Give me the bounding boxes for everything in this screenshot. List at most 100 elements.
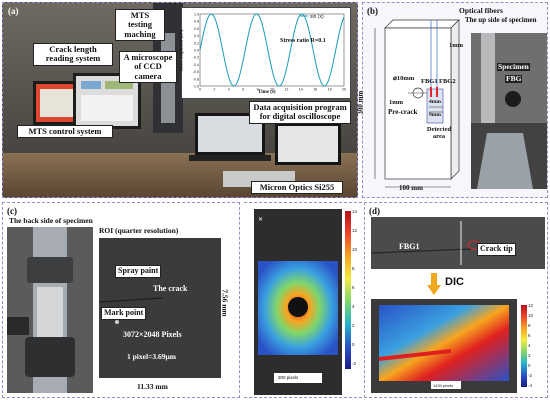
colorbar-tick-label: 4	[352, 304, 355, 309]
y-tick-label: -0.6	[193, 70, 199, 74]
y-tick-label: -0.2	[193, 56, 199, 60]
x-tick-label: 6	[242, 88, 244, 92]
back-side-label: The back side of specimen	[9, 216, 93, 225]
colorbar-tick-label: 14	[352, 209, 358, 214]
detected-area-label: Detected area	[426, 126, 452, 140]
x-tick-label: 8	[257, 88, 259, 92]
x-tick-label: 20	[342, 88, 346, 92]
one-mm-left-label: 1mm	[389, 99, 404, 106]
y-tick-label: 0.8	[194, 20, 199, 24]
colorbar-tick-label: 2	[352, 323, 355, 328]
crack-length-label: Crack length reading system	[33, 43, 113, 66]
pixels-label: 3072×2048 Pixels	[123, 330, 182, 339]
microscope-label: A microscope of CCD camera	[119, 51, 177, 84]
y-tick-label: 1.0	[194, 13, 199, 17]
dic-arrow-icon	[427, 273, 441, 295]
roi-width-label: 11.33 mm	[137, 382, 168, 391]
panel-c: (c) The back side of specimen ROI (quart…	[2, 202, 240, 398]
colorbar-tick-label: 4	[528, 343, 531, 348]
dic-left-colorbar	[345, 211, 351, 369]
sine-chart: 1.0 0.8 0.6 0.4 0.2 0.0 -0.2 -0.4 -0.6 -0.8 -1.00 2…	[193, 13, 346, 92]
roi-height-label: 7.56 mm	[220, 289, 230, 317]
colorbar-tick-label: 12	[352, 228, 358, 233]
diameter-label: ⌀10mm	[393, 75, 415, 82]
y-tick-label: -1.0	[193, 85, 199, 89]
sine-legend: sin (x)	[310, 14, 324, 20]
optical-fibers-label: Optical fibers	[459, 6, 503, 15]
panel-a-label: (a)	[8, 6, 19, 16]
spray-paint-label: Spray paint	[115, 265, 162, 278]
specimen-schematic	[374, 19, 547, 189]
colorbar-tick-label: 8	[528, 323, 531, 328]
dic-right-scale-label: 1434 pixels	[433, 383, 454, 388]
dic-left-colorbar-ticks: 14 12 10 8 6 4 2 0 -2	[352, 209, 362, 371]
mark-point-label: Mark point	[101, 307, 147, 320]
dic-left-panel: ✕ 300 pixels 14 12 10 8 6 4 2 0 -2	[244, 202, 362, 398]
dic-result-image: 1434 pixels	[371, 299, 517, 393]
x-tick-label: 10	[270, 88, 274, 92]
panel-d: (d) FBG1 Crack tip DIC	[364, 202, 548, 398]
panel-b-label: (b)	[367, 6, 378, 16]
colorbar-tick-label: -2	[352, 361, 357, 366]
colorbar-tick-label: 10	[352, 247, 358, 252]
y-tick-label: -0.4	[193, 63, 199, 67]
colorbar-tick-label: 0	[352, 342, 355, 347]
colorbar-tick-label: -4	[528, 383, 533, 388]
fbg1-label: FBG1	[421, 78, 438, 85]
colorbar-tick-label: 6	[352, 285, 355, 290]
colorbar-tick-label: 10	[528, 313, 534, 318]
panel-d-label: (d)	[369, 206, 380, 216]
y-tick-label: 0.2	[194, 41, 199, 45]
width-dimension-label: 100 mm	[399, 184, 423, 192]
x-tick-label: 18	[328, 88, 332, 92]
dic-label: DIC	[445, 276, 464, 288]
nine-mm-label: 9mm	[429, 112, 441, 118]
x-tick-label: 12	[284, 88, 288, 92]
up-side-label: The up side of specimen	[465, 16, 537, 24]
four-mm-label: 4mm	[429, 99, 441, 105]
x-tick-label: 16	[313, 88, 317, 92]
colorbar-tick-label: -2	[528, 373, 533, 378]
x-tick-label: 14	[299, 88, 303, 92]
pixel-size-label: 1 pixel=3.69μm	[127, 352, 176, 361]
backside-photo	[7, 227, 93, 393]
colorbar-tick-label: 2	[528, 353, 531, 358]
the-crack-label: The crack	[153, 284, 188, 293]
colorbar-tick-label: 6	[528, 333, 531, 338]
sine-series-line	[199, 13, 345, 87]
panel-c-label: (c)	[7, 206, 17, 216]
stress-ratio-annotation: Stress ratio R=0.1	[280, 38, 326, 44]
y-tick-label: -0.8	[193, 77, 199, 81]
colorbar-tick-label: 0	[528, 363, 531, 368]
dic-left-image: ✕ 300 pixels	[254, 209, 342, 395]
sine-chart-inset: 1.0 0.8 0.6 0.4 0.2 0.0 -0.2 -0.4 -0.6 -0.8 -1.0 0 2…	[178, 7, 351, 99]
one-mm-top-label: 1mm	[449, 42, 464, 49]
dic-right-colorbar-ticks: 12 10 8 6 4 2 0 -2 -4	[528, 303, 542, 391]
fbg-photo-label: FBG	[505, 74, 523, 83]
mts-control-label: MTS control system	[17, 125, 113, 139]
precrack-label: Pre-crack	[388, 108, 418, 116]
svg-text:✕: ✕	[258, 217, 263, 223]
roi-label: ROI (quarter resolution)	[99, 226, 179, 235]
x-tick-label: 2	[213, 88, 215, 92]
specimen-photo-label: Specimen	[497, 62, 530, 71]
colorbar-tick-label: 8	[352, 266, 355, 271]
fbg1-d-label: FBG1	[399, 242, 420, 251]
mts-testing-label: MTS testing maching	[115, 9, 165, 42]
fbg2-label: FBG2	[439, 78, 456, 85]
y-tick-label: 0.6	[194, 27, 199, 31]
micron-optics-label: Micron Optics Si255	[251, 181, 343, 195]
y-tick-label: 0.0	[194, 49, 199, 53]
panel-b: (b) Optical fibers The up side of specim…	[356, 2, 548, 198]
chart-xlabel: Time (s)	[258, 90, 276, 95]
crack-tip-image	[370, 217, 545, 269]
data-acquisition-label: Data acquisition program for digital osc…	[249, 101, 351, 124]
panel-a: (a) Crack length reading system MTS test…	[2, 2, 358, 198]
dic-left-scale-label: 300 pixels	[278, 375, 299, 380]
chart-ylabel: Stress amplitude (kN)	[178, 29, 184, 72]
dic-right-colorbar	[521, 305, 527, 387]
chart-axes	[199, 13, 345, 87]
crack-tip-label: Crack tip	[477, 243, 516, 256]
colorbar-tick-label: 12	[528, 303, 534, 308]
x-tick-label: 0	[199, 88, 201, 92]
